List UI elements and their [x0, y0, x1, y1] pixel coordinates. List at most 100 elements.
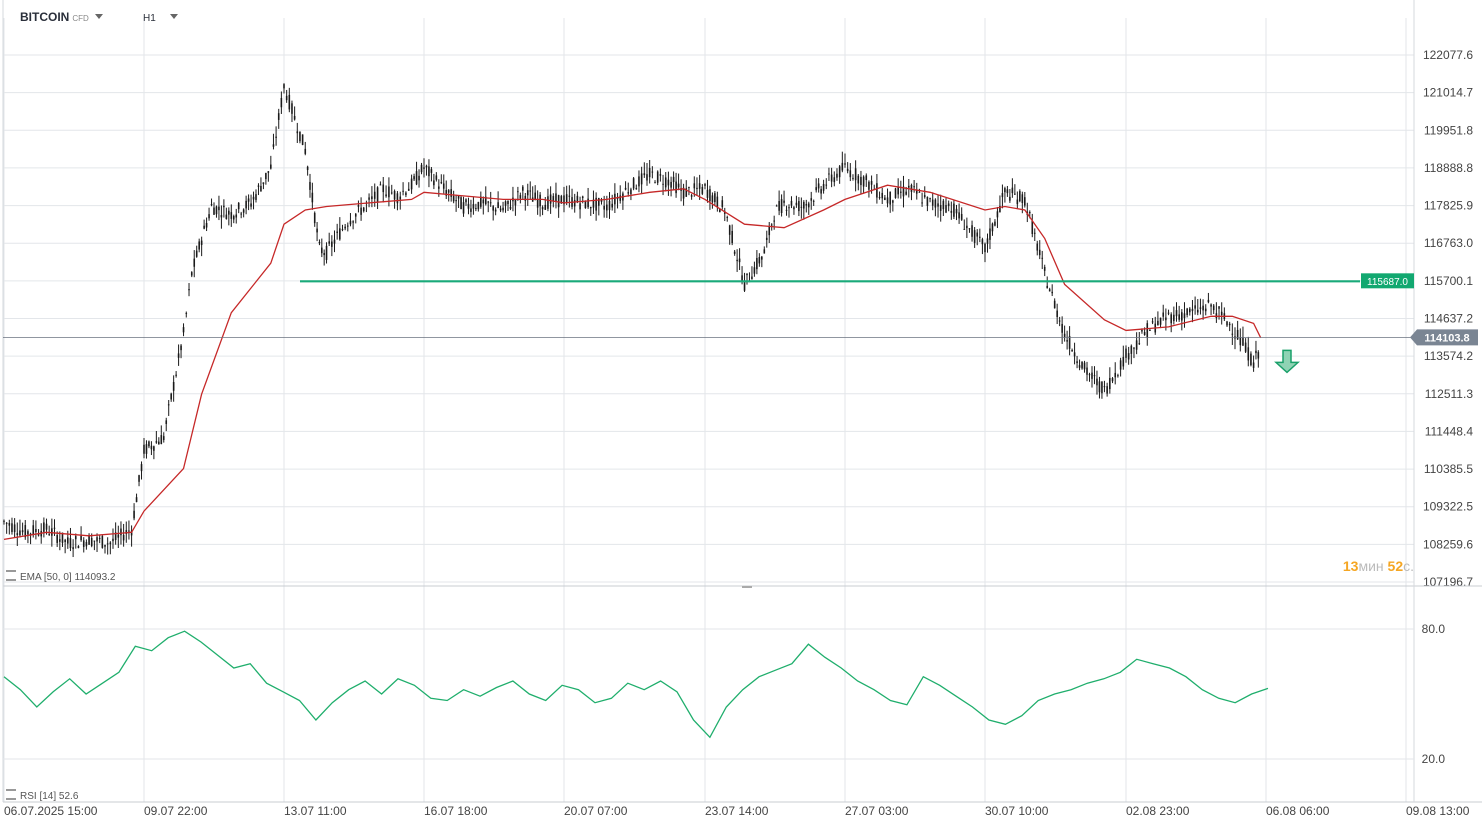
- candle-body: [316, 228, 318, 233]
- candle-body: [1061, 323, 1063, 333]
- candle-body: [13, 524, 16, 533]
- candle-body: [125, 530, 128, 534]
- candle-body: [923, 195, 926, 197]
- candle-body: [627, 192, 630, 194]
- candle-body: [1083, 362, 1086, 370]
- candle-body: [1033, 232, 1036, 234]
- candle-body: [177, 353, 180, 358]
- candle-body: [921, 202, 923, 204]
- rsi-legend[interactable]: RSI [14] 52.6: [6, 789, 78, 802]
- candle-body: [1125, 348, 1127, 358]
- candle-body: [807, 203, 810, 208]
- timeframe-selector[interactable]: H1: [143, 13, 178, 24]
- candle-body: [321, 247, 323, 254]
- timer-seconds: 52: [1387, 558, 1404, 574]
- candle-body: [477, 202, 480, 210]
- candle-body: [836, 173, 838, 178]
- candle-body: [1011, 187, 1014, 194]
- candle-body: [138, 475, 140, 482]
- candle-body: [223, 205, 225, 208]
- candle-body: [753, 267, 756, 274]
- candle-body: [170, 393, 172, 400]
- candle-body: [1081, 361, 1083, 369]
- candle-body: [1194, 305, 1196, 309]
- candle-body: [85, 541, 88, 547]
- rsi-value: 52.6: [58, 791, 79, 802]
- candle-body: [318, 242, 321, 244]
- candle-body: [1086, 367, 1088, 375]
- candle-body: [918, 191, 921, 193]
- candle-body: [971, 225, 973, 237]
- candle-body: [611, 203, 613, 208]
- candle-body: [1066, 340, 1068, 342]
- ema-params: [50, 0]: [43, 572, 72, 583]
- candle-body: [1242, 337, 1244, 346]
- candle-body: [341, 229, 344, 231]
- candle-body: [822, 184, 825, 191]
- candle-body: [1186, 308, 1188, 315]
- candle-body: [1226, 321, 1228, 326]
- ema-legend[interactable]: EMA [50, 0] 114093.2: [6, 570, 115, 583]
- candle-body: [16, 533, 19, 536]
- candle-body: [53, 527, 56, 529]
- candle-body: [128, 530, 130, 532]
- candle-body: [230, 212, 233, 219]
- candle-body: [291, 103, 293, 114]
- candles: [3, 83, 1260, 558]
- timer-minutes: 13: [1342, 558, 1359, 574]
- drag-handle-icon[interactable]: [6, 789, 16, 800]
- candle-body: [1103, 386, 1106, 388]
- candle-body: [892, 200, 894, 203]
- candle-body: [325, 245, 328, 260]
- candle-body: [275, 136, 277, 138]
- candle-body: [976, 232, 979, 237]
- candle-body: [8, 523, 11, 526]
- drag-handle-icon[interactable]: [6, 570, 16, 581]
- candle-body: [1053, 300, 1056, 309]
- candle-body: [524, 195, 527, 201]
- candle-body: [552, 196, 555, 201]
- candle-body: [504, 201, 507, 206]
- candle-body: [693, 183, 696, 189]
- symbol-selector[interactable]: BITCOIN CFD: [20, 10, 103, 24]
- candle-body: [285, 95, 288, 101]
- candle-body: [868, 181, 870, 190]
- candle-body: [1130, 345, 1133, 354]
- candle-body: [470, 208, 472, 212]
- candle-body: [894, 188, 897, 198]
- candle-body: [557, 195, 560, 208]
- candle-body: [24, 525, 27, 538]
- candle-body: [677, 183, 680, 188]
- candle-body: [296, 131, 299, 134]
- candle-body: [379, 184, 382, 186]
- y-tick-label: 118888.8: [1424, 161, 1473, 175]
- candle-body: [736, 259, 738, 262]
- candle-body: [939, 205, 942, 211]
- candle-body: [11, 523, 13, 532]
- candle-body: [205, 222, 208, 228]
- candle-body: [447, 190, 450, 193]
- candle-body: [1239, 337, 1242, 346]
- candle-body: [815, 187, 817, 191]
- candle-body: [934, 199, 937, 208]
- candle-body: [482, 199, 485, 204]
- candle-body: [106, 543, 109, 545]
- candle-body: [648, 167, 651, 178]
- candle-body: [465, 199, 467, 203]
- candle-body: [926, 196, 929, 206]
- candle-body: [675, 181, 677, 194]
- candle-body: [390, 192, 393, 194]
- candle-body: [581, 196, 584, 199]
- x-tick-label: 27.07 03:00: [845, 804, 909, 818]
- candle-body: [265, 173, 267, 180]
- y-tick-label: 117825.9: [1424, 199, 1473, 213]
- candle-body: [301, 134, 304, 145]
- candle-body: [262, 182, 265, 185]
- rsi-tick-label: 80.0: [1422, 622, 1446, 636]
- candle-body: [945, 205, 947, 213]
- candle-body: [182, 327, 185, 333]
- candle-body: [539, 194, 541, 207]
- candle-body: [35, 529, 37, 532]
- candle-body: [188, 288, 190, 291]
